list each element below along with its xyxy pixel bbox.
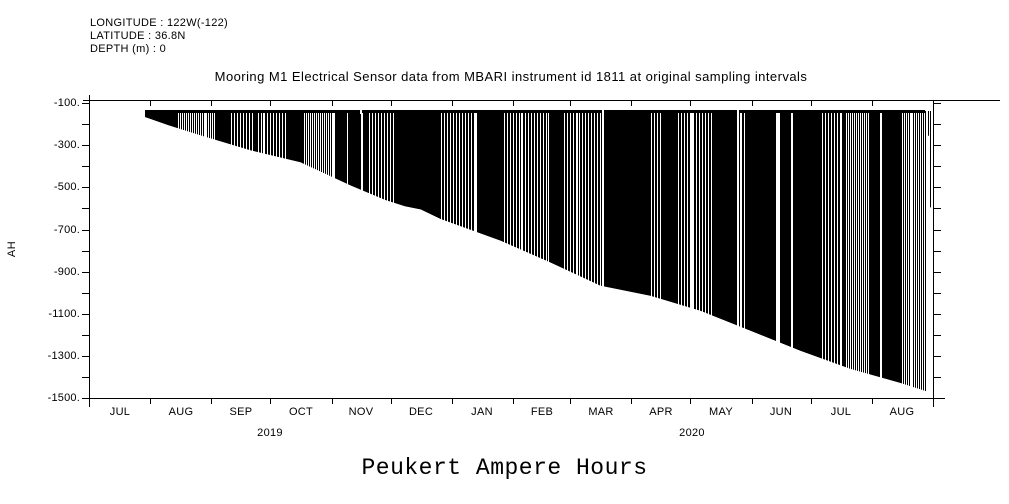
month-label: APR (649, 406, 673, 418)
depth-label: DEPTH (m) : 0 (90, 43, 167, 55)
y-tick-label: -1100. (48, 308, 80, 320)
month-label: AUG (168, 406, 194, 418)
month-label: FEB (530, 406, 554, 418)
y-tick-label: -500. (53, 181, 80, 193)
month-label: JUN (769, 406, 793, 418)
month-label: MAR (588, 406, 614, 418)
bottom-title: Peukert Ampere Hours (361, 455, 648, 481)
y-tick-label: -300. (53, 139, 80, 151)
chart-title: Mooring M1 Electrical Sensor data from M… (214, 69, 808, 84)
month-label: MAY (709, 406, 733, 418)
y-tick-label: -100. (53, 97, 80, 109)
year-label: 2020 (679, 427, 705, 439)
month-label: JAN (471, 406, 493, 418)
month-label: JUL (830, 406, 852, 418)
header-block: LONGITUDE : 122W(-122) LATITUDE : 36.8N … (90, 17, 228, 56)
month-label: OCT (288, 406, 314, 418)
year-label: 2019 (257, 427, 283, 439)
y-axis-title: AH (6, 240, 18, 258)
month-label: AUG (889, 406, 915, 418)
latitude-label: LATITUDE : 36.8N (90, 30, 186, 42)
month-label: JUL (109, 406, 131, 418)
y-tick-label: -1500. (47, 392, 80, 404)
month-label: DEC (408, 406, 434, 418)
y-tick-label: -1300. (47, 350, 80, 362)
month-label: SEP (229, 406, 253, 418)
y-tick-label: -900. (53, 266, 80, 278)
month-label: NOV (348, 406, 374, 418)
longitude-label: LONGITUDE : 122W(-122) (90, 17, 229, 29)
y-tick-label: -700. (53, 224, 80, 236)
